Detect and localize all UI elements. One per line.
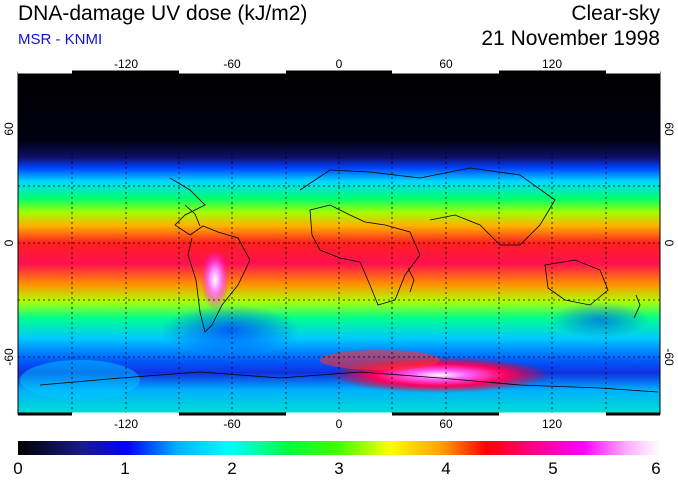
colorbar-tick-label: 1: [120, 459, 129, 478]
lon-tick-label: -120: [114, 417, 138, 431]
map-title: DNA-damage UV dose (kJ/m2): [18, 2, 308, 25]
map-date: 21 November 1998: [481, 27, 660, 50]
lat-tick-label: 60: [662, 122, 676, 136]
colorbar-tick-label: 2: [227, 459, 236, 478]
lat-ticks-right: 60 0 -60: [662, 122, 676, 366]
graticule: [18, 72, 660, 414]
lon-tick-label: 60: [439, 57, 453, 71]
lon-tick-label: -120: [114, 57, 138, 71]
sky-condition: Clear-sky: [571, 2, 660, 25]
lon-tick-label: 120: [542, 417, 562, 431]
lat-tick-label: 60: [2, 122, 16, 136]
coastlines: [39, 167, 659, 393]
lat-tick-label: 0: [2, 239, 16, 246]
lon-ticks-bottom: -120 -60 0 60 120: [114, 417, 562, 431]
lat-tick-label: -60: [2, 348, 16, 366]
lon-tick-label: 0: [336, 417, 343, 431]
lon-tick-label: -60: [223, 57, 241, 71]
colorbar-tick-label: 4: [441, 459, 450, 478]
lat-tick-label: 0: [662, 240, 676, 247]
colorbar-tick-label: 3: [334, 459, 343, 478]
lat-tick-label: -60: [662, 348, 676, 366]
lon-tick-label: 60: [439, 417, 453, 431]
lon-tick-label: 120: [542, 57, 562, 71]
lat-ticks-left: 60 0 -60: [2, 122, 16, 366]
lon-ticks-top: -120 -60 0 60 120: [114, 57, 562, 71]
colorbar: [18, 441, 660, 455]
colorbar-tick-label: 0: [13, 459, 22, 478]
colorbar-ticks: 0 1 2 3 4 5 6: [13, 459, 660, 478]
frame-ticks: [18, 70, 660, 416]
source-label: MSR - KNMI: [18, 31, 103, 48]
colorbar-tick-label: 5: [548, 459, 557, 478]
lon-tick-label: -60: [223, 417, 241, 431]
colorbar-tick-label: 6: [651, 459, 660, 478]
lon-tick-label: 0: [336, 57, 343, 71]
